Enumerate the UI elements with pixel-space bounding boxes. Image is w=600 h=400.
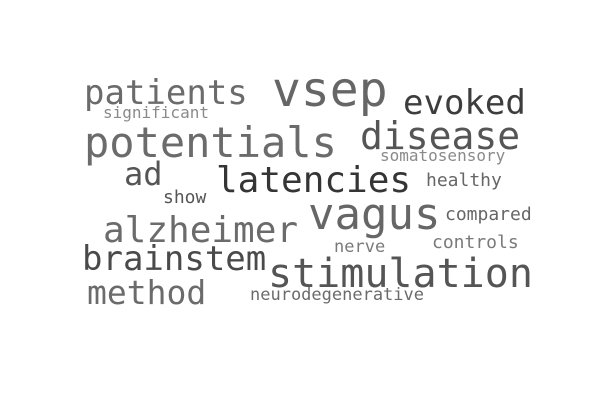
word-somatosensory: somatosensory	[380, 146, 506, 165]
word-compared: compared	[445, 204, 532, 225]
word-neurodegenerative: neurodegenerative	[250, 285, 424, 305]
word-potentials: potentials	[84, 118, 337, 167]
word-disease: disease	[360, 114, 521, 158]
word-significant: significant	[103, 103, 209, 122]
word-latencies: latencies	[216, 160, 412, 201]
word-vsep: vsep	[272, 62, 388, 118]
word-healthy: healthy	[426, 170, 502, 191]
word-alzheimer: alzheimer	[103, 210, 299, 251]
word-ad: ad	[124, 155, 163, 193]
word-method: method	[87, 273, 207, 312]
word-controls: controls	[432, 232, 519, 253]
word-brainstem: brainstem	[82, 239, 267, 279]
word-stimulation: stimulation	[268, 251, 533, 297]
word-show: show	[163, 187, 207, 208]
word-nerve: nerve	[334, 237, 386, 257]
word-vagus: vagus	[308, 189, 441, 240]
word-evoked: evoked	[403, 83, 526, 123]
word-patients: patients	[84, 73, 248, 113]
